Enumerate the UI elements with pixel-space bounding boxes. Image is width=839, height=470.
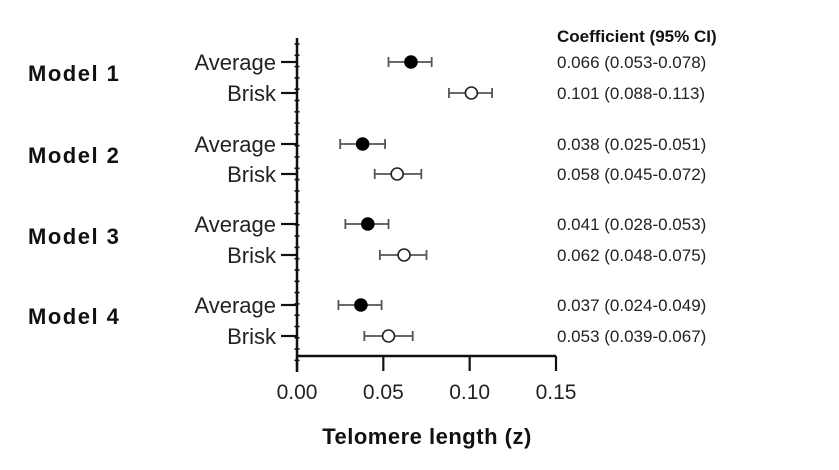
point-estimate-filled <box>360 217 375 231</box>
x-tick-label: 0.05 <box>363 381 404 404</box>
coefficient-text: 0.053 (0.039-0.067) <box>557 327 706 346</box>
category-label: Average <box>194 212 276 237</box>
category-label: Brisk <box>227 324 277 349</box>
x-axis-ticks: 0.00 0.05 0.10 0.15 <box>277 356 577 404</box>
point-estimate-filled <box>354 298 368 312</box>
axes <box>294 38 556 372</box>
x-tick-label: 0.15 <box>536 381 577 404</box>
point-estimate-open <box>397 248 411 262</box>
coefficient-text: 0.066 (0.053-0.078) <box>557 53 706 72</box>
category-label: Brisk <box>227 162 277 187</box>
model-label: Model 4 <box>28 304 120 329</box>
point-estimate-open <box>381 329 396 343</box>
point-estimate-open <box>390 167 404 181</box>
point-estimate-filled <box>355 137 370 151</box>
model-label: Model 2 <box>28 143 120 168</box>
model-groups: Model 1 Model 2 Model 3 Model 4 <box>28 61 120 329</box>
x-tick-label: 0.10 <box>449 381 490 404</box>
category-label: Brisk <box>227 243 277 268</box>
category-label: Average <box>194 50 276 75</box>
point-estimate-filled <box>404 55 418 69</box>
category-label: Brisk <box>227 81 277 106</box>
x-axis-title: Telomere length (z) <box>322 424 532 449</box>
coefficient-table: Coefficient (95% CI) 0.066 (0.053-0.078)… <box>557 27 717 346</box>
coefficient-text: 0.037 (0.024-0.049) <box>557 296 706 315</box>
x-tick-label: 0.00 <box>277 381 318 404</box>
category-label: Average <box>194 293 276 318</box>
coefficient-header: Coefficient (95% CI) <box>557 27 717 46</box>
coefficient-text: 0.041 (0.028-0.053) <box>557 215 706 234</box>
model-label: Model 3 <box>28 224 120 249</box>
coefficient-text: 0.101 (0.088-0.113) <box>557 84 705 103</box>
category-label: Average <box>194 132 276 157</box>
plot-rows: Average Brisk Average Brisk Average Brisk Aver… <box>194 50 494 349</box>
coefficient-text: 0.038 (0.025-0.051) <box>557 135 706 154</box>
model-label: Model 1 <box>28 61 120 86</box>
coefficient-text: 0.058 (0.045-0.072) <box>557 165 706 184</box>
coefficient-text: 0.062 (0.048-0.075) <box>557 246 706 265</box>
point-estimate-open <box>464 86 479 100</box>
